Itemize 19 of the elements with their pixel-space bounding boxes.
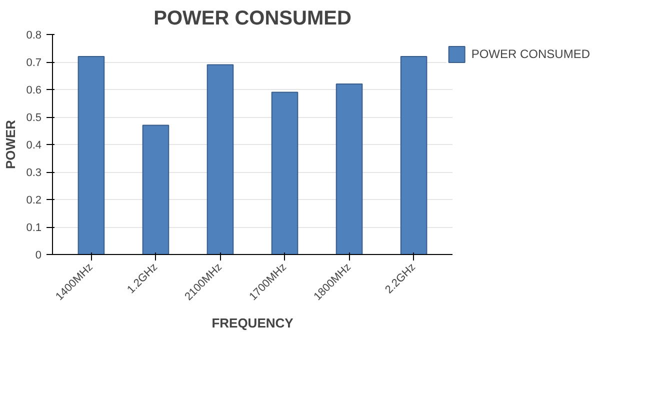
bar [78, 56, 105, 254]
y-axis-title: POWER [3, 119, 18, 170]
bar [271, 92, 298, 254]
y-tick-label: 0.6 [26, 84, 42, 96]
y-tick-label: 0.3 [26, 167, 42, 179]
bar [142, 124, 170, 254]
x-axis-title: FREQUENCY [212, 315, 294, 330]
bar [206, 64, 234, 254]
bar [400, 56, 428, 254]
bar [336, 84, 363, 254]
y-tick-label: 0.2 [26, 194, 42, 206]
chart-title: POWER CONSUMED [154, 8, 352, 30]
y-tick-label: 0.5 [26, 112, 42, 124]
y-tick-label: 0.8 [26, 30, 42, 42]
legend-label: POWER CONSUMED [471, 47, 590, 61]
y-tick-label: 0.7 [26, 57, 42, 69]
y-tick-label: 0 [35, 250, 42, 262]
y-tick-label: 0.4 [26, 140, 42, 152]
y-tick-label: 0.1 [26, 222, 42, 234]
